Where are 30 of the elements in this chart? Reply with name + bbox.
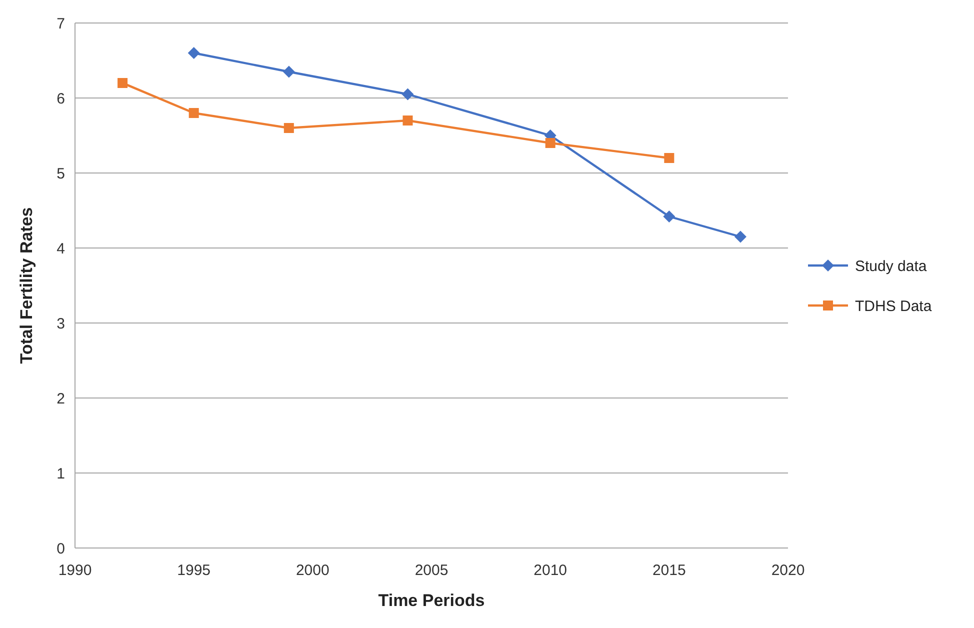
point: [188, 47, 200, 59]
point: [402, 88, 414, 100]
point: [282, 66, 295, 78]
point: [188, 108, 199, 118]
point: [545, 138, 556, 148]
x-tick-label: 1990: [58, 562, 92, 579]
point: [402, 116, 413, 126]
x-tick-label: 2005: [414, 562, 448, 579]
x-axis-title: Time Periods: [378, 591, 485, 610]
y-axis-title: Total Fertility Rates: [17, 207, 36, 364]
y-tick-label: 3: [56, 315, 65, 332]
y-tick-label: 6: [56, 90, 65, 108]
legend-label: TDHS Data: [855, 298, 932, 315]
y-tick-label: 2: [56, 390, 65, 408]
x-tick-label: 2015: [652, 562, 686, 579]
legend-label: Study data: [855, 258, 928, 275]
point: [734, 230, 746, 243]
y-tick-label: 7: [56, 15, 65, 32]
y-tick-label: 0: [56, 540, 65, 558]
x-tick-label: 2000: [296, 562, 330, 579]
x-tick-label: 2010: [534, 562, 568, 579]
x-tick-label: 1995: [177, 562, 211, 579]
point: [663, 210, 676, 222]
y-tick-label: 1: [56, 465, 65, 482]
point: [118, 78, 128, 88]
point: [664, 153, 674, 163]
y-tick-label: 4: [56, 240, 65, 258]
y-tick-label: 5: [56, 165, 65, 182]
x-tick-label: 2020: [771, 562, 805, 579]
point: [284, 123, 294, 133]
